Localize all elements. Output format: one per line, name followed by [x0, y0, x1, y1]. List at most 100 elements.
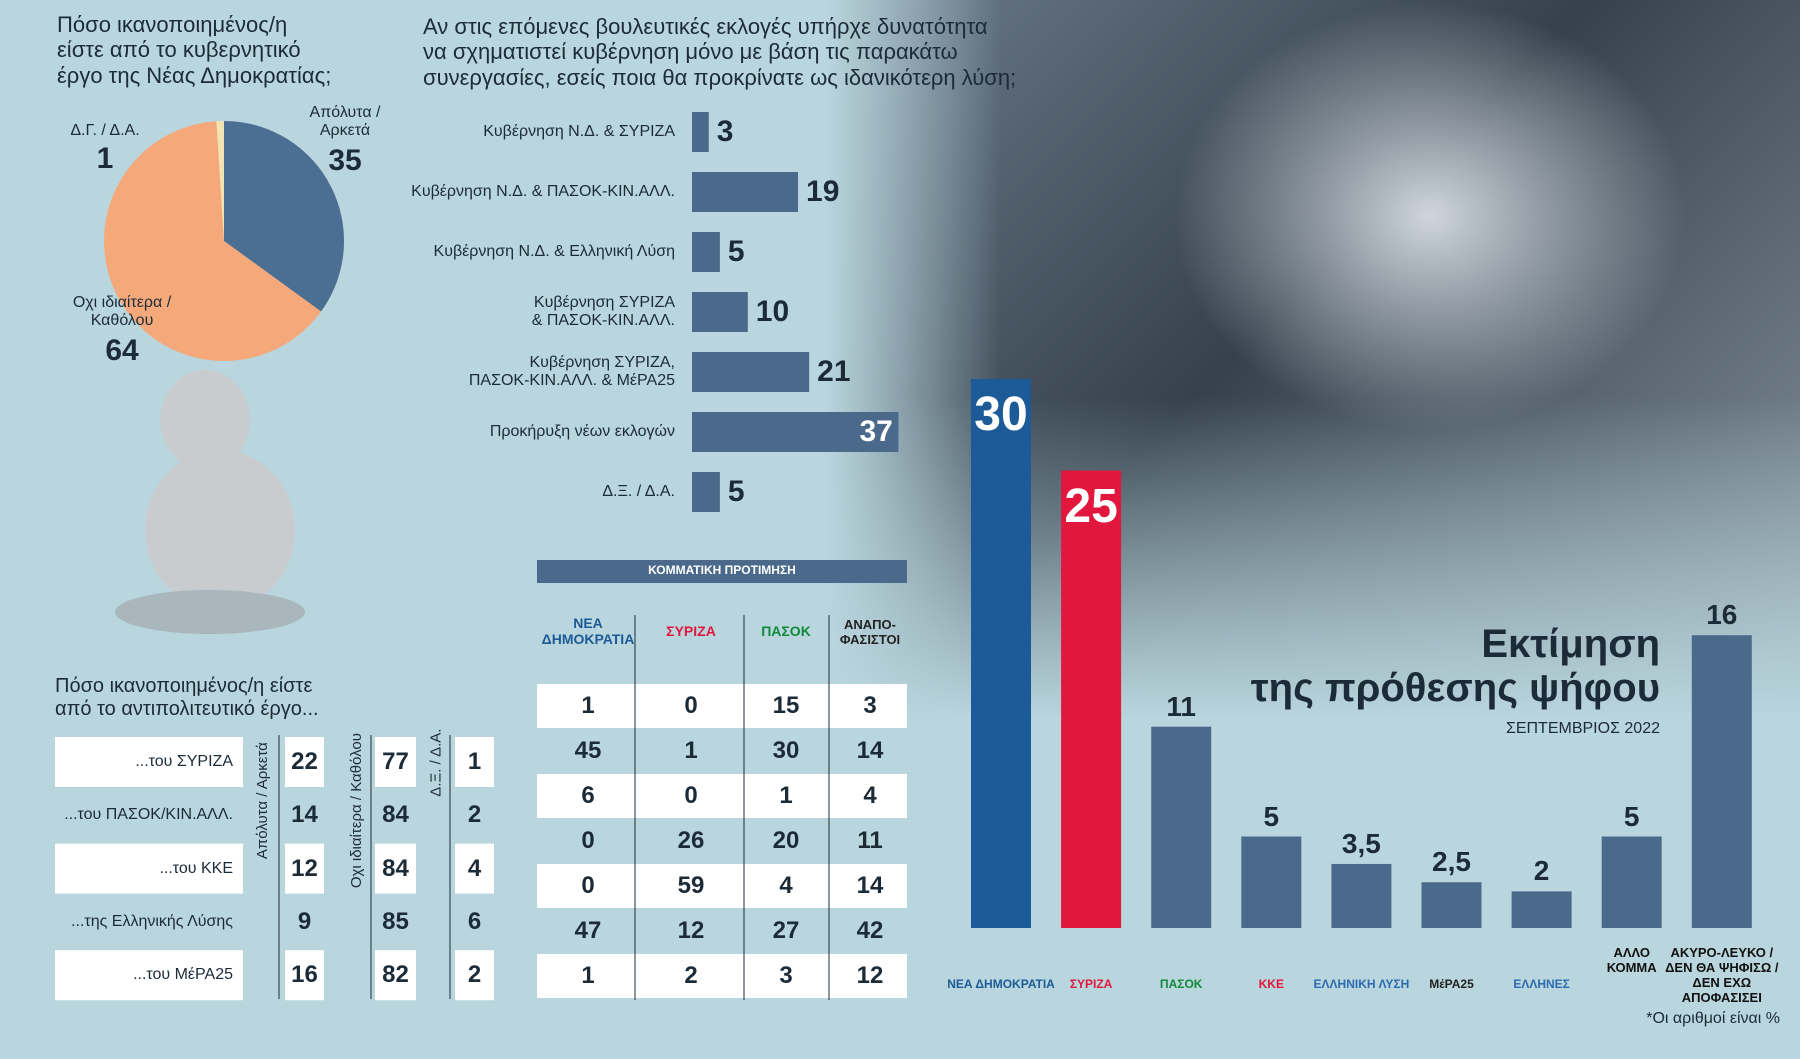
figure-body [145, 450, 295, 610]
chart-title: Εκτίμηση της πρόθεσης ψήφου [1250, 622, 1660, 710]
chart-title: Πόσο ικανοποιημένος/η είστε από το κυβερ… [57, 12, 332, 88]
cell-value: 4 [779, 872, 793, 899]
row-label: ...της Ελληνικής Λύσης [71, 912, 233, 930]
cell-value: 12 [677, 917, 705, 944]
category-label: ΑΚΥΡΟ-ΛΕΥΚΟ / ΔΕΝ ΘΑ ΨΗΦΙΣΩ / ΔΕΝ ΕΧΩ ΑΠ… [1665, 945, 1779, 1005]
cell-box [375, 737, 416, 787]
cell-value: 12 [856, 962, 884, 989]
bar [692, 292, 748, 332]
bar [1511, 891, 1572, 928]
cell-value: 1 [581, 962, 595, 989]
row-band [537, 954, 907, 998]
cell-value: 42 [856, 917, 884, 944]
table-header: ΚΟΜΜΑΤΙΚΗ ΠΡΟΤΙΜΗΣΗ [648, 563, 796, 577]
cell-value: 1 [779, 782, 793, 809]
cell-value: 84 [382, 801, 409, 829]
category-label: ΑΛΛΟ ΚΟΜΜΑ [1606, 945, 1657, 975]
bar [692, 472, 720, 512]
row-label: ...του ΠΑΣΟΚ/ΚΙΝ.ΑΛΛ. [64, 806, 233, 824]
pie-value: 35 [328, 144, 362, 177]
column-header: ΠΑΣΟΚ [761, 623, 811, 639]
cell-box [375, 950, 416, 1001]
cell-value: 14 [856, 737, 884, 764]
sad-figure [115, 370, 305, 634]
cell-value: 30 [772, 737, 800, 764]
cell-value: 16 [291, 961, 318, 989]
column-header: ΣΥΡΙΖΑ [666, 623, 716, 639]
category-label: ΜέΡΑ25 [1429, 977, 1474, 991]
cell-box [285, 737, 324, 787]
cell-value: 2 [467, 961, 482, 989]
cell-value: 4 [863, 782, 877, 809]
cell-value: 0 [581, 872, 595, 899]
column-header: Απόλυτα / Αρκετά [253, 741, 271, 859]
cell-value: 45 [574, 737, 602, 764]
row-band [537, 774, 907, 818]
cell-value: 9 [297, 907, 312, 935]
pie-slice [224, 121, 345, 312]
cell-box [285, 950, 324, 1001]
bar [692, 172, 799, 212]
cell-value: 77 [382, 748, 409, 775]
bar [1691, 635, 1752, 928]
cell-value: 22 [291, 748, 318, 775]
cell-value: 1 [581, 692, 595, 719]
cell-box [375, 843, 416, 894]
cell-value: 0 [684, 692, 698, 719]
bar [1241, 836, 1302, 928]
figure-shadow [115, 590, 305, 634]
bar [1331, 863, 1392, 928]
cell-value: 0 [684, 782, 698, 809]
cell-value: 1 [684, 737, 698, 764]
value-label: 11 [1166, 690, 1196, 722]
figure-head [160, 370, 250, 470]
value-label: 2,5 [1432, 846, 1471, 878]
value-label: 21 [817, 354, 851, 388]
row-band [537, 684, 907, 728]
pie-slice [216, 121, 224, 241]
bar [692, 352, 810, 392]
value-label: 2 [1533, 855, 1550, 887]
row-label: ...του ΜέΡΑ25 [133, 966, 233, 984]
category-label: Κυβέρνηση ΣΥΡΙΖΑ, ΠΑΣΟΚ-ΚΙΝ.ΑΛΛ. & ΜέΡΑ2… [468, 353, 675, 389]
column-header: ΝΕΑ ΔΗΜΟΚΡΑΤΙΑ [541, 615, 635, 648]
value-label: 10 [755, 294, 790, 328]
cell-value: 4 [467, 854, 482, 882]
value-label: 37 [859, 414, 893, 448]
row-box [55, 843, 243, 894]
pie-label: Οχι ιδιαίτερα / Καθόλου [72, 294, 172, 330]
pie-value: 1 [96, 142, 114, 175]
bar [692, 412, 899, 452]
pie-slice [104, 121, 322, 362]
cell-value: 6 [467, 907, 482, 935]
cell-value: 1 [467, 748, 482, 775]
row-label: ...του ΚΚΕ [159, 859, 233, 877]
row-box [55, 950, 243, 1001]
cell-value: 11 [857, 827, 883, 854]
chart-title: Αν στις επόμενες βουλευτικές εκλογές υπή… [423, 14, 1017, 90]
row-box [55, 737, 243, 787]
column-header: ΑΝΑΠΟ- ΦΑΣΙΣΤΟΙ [839, 617, 901, 647]
category-label: Δ.Ξ. / Δ.Α. [602, 483, 675, 500]
bar [1421, 882, 1482, 928]
table-title: Πόσο ικανοποιημένος/η είστε από το αντιπ… [55, 675, 319, 720]
cell-box [455, 843, 494, 894]
category-label: ΝΕΑ ΔΗΜΟΚΡΑΤΙΑ [947, 977, 1055, 991]
column-header: Δ.Ξ. / Δ.Α. [427, 728, 445, 797]
pie-label: Δ.Γ. / Δ.Α. [70, 122, 140, 139]
value-label: 16 [1706, 599, 1738, 631]
table-header-bar [537, 560, 907, 583]
cell-value: 15 [772, 692, 800, 719]
cell-value: 47 [574, 917, 602, 944]
category-label: Κυβέρνηση ΣΥΡΙΖΑ & ΠΑΣΟΚ-ΚΙΝ.ΑΛΛ. [531, 293, 675, 329]
value-label: 5 [727, 234, 745, 268]
cell-value: 26 [677, 827, 705, 854]
category-label: Κυβέρνηση Ν.Δ. & ΠΑΣΟΚ-ΚΙΝ.ΑΛΛ. [411, 183, 675, 200]
cell-value: 0 [581, 827, 595, 854]
cell-value: 2 [467, 801, 482, 829]
cell-value: 85 [382, 907, 409, 935]
bar [971, 379, 1031, 928]
cell-value: 12 [291, 854, 318, 882]
value-label: 5 [1623, 800, 1640, 832]
